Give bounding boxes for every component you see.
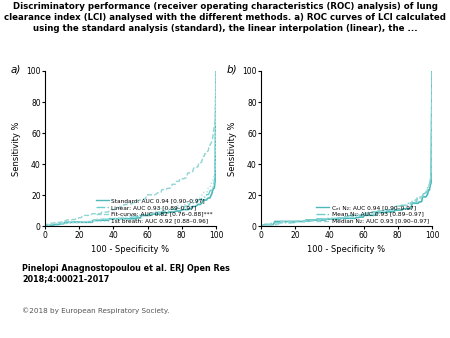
Text: Discriminatory performance (receiver operating characteristics (ROC) analysis) o: Discriminatory performance (receiver ope…	[4, 2, 446, 33]
Text: Pinelopi Anagnostopoulou et al. ERJ Open Res
2018;4:00021-2017: Pinelopi Anagnostopoulou et al. ERJ Open…	[22, 264, 230, 283]
Y-axis label: Sensitivity %: Sensitivity %	[12, 121, 21, 176]
Y-axis label: Sensitivity %: Sensitivity %	[228, 121, 237, 176]
Legend: Standard: AUC 0.94 [0.90–0.97], Linear: AUC 0.93 [0.89–0.97], Fit-curve: AUC 0.8: Standard: AUC 0.94 [0.90–0.97], Linear: …	[96, 198, 213, 223]
Text: b): b)	[227, 65, 238, 75]
X-axis label: 100 - Specificity %: 100 - Specificity %	[307, 245, 386, 254]
Text: a): a)	[11, 65, 21, 75]
Text: ©2018 by European Respiratory Society.: ©2018 by European Respiratory Society.	[22, 308, 170, 314]
Legend: Cₑₜ N₂: AUC 0.94 [0.90–0.97], Mean N₂: AUC 0.93 [0.89–0.97], Median N₂: AUC 0.93: Cₑₜ N₂: AUC 0.94 [0.90–0.97], Mean N₂: A…	[316, 205, 429, 223]
X-axis label: 100 - Specificity %: 100 - Specificity %	[91, 245, 170, 254]
